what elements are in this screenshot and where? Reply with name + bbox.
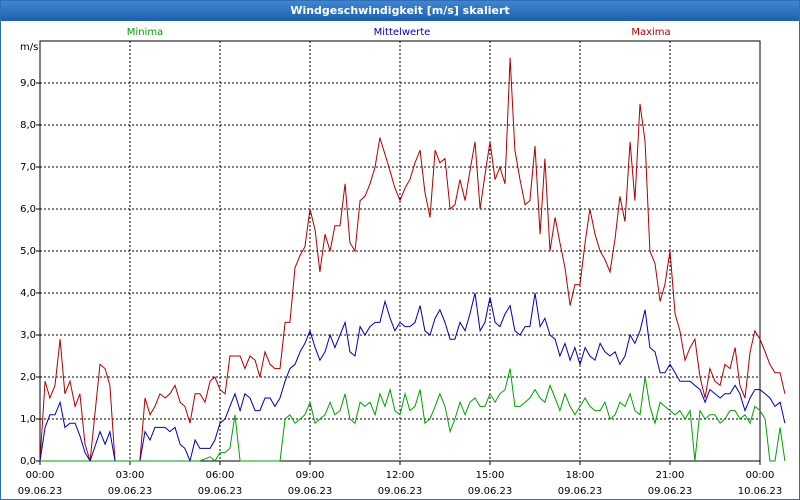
x-tick-date: 09.06.23 — [468, 486, 513, 497]
x-tick-date: 09.06.23 — [558, 486, 603, 497]
x-tick-time: 15:00 — [476, 470, 505, 481]
y-tick-label: 7,0 — [20, 162, 36, 173]
y-tick-label: 3,0 — [20, 330, 36, 341]
y-tick-label: 5,0 — [20, 246, 36, 257]
y-axis-label: m/s — [20, 42, 38, 53]
x-tick-time: 18:00 — [566, 470, 595, 481]
y-tick-label: 2,0 — [20, 372, 36, 383]
series-lines — [39, 57, 786, 463]
x-tick-time: 09:00 — [296, 470, 325, 481]
legend: Maxima Mittelwerte Minima — [127, 27, 671, 38]
x-axis-ticks: 00:00 09.06.23 03:00 09.06.23 06:00 09.06.23 0… — [18, 461, 783, 497]
legend-minima: Minima — [127, 27, 163, 38]
x-tick-date: 09.06.23 — [648, 486, 693, 497]
window-title: Windgeschwindigkeit [m/s] skaliert — [1, 1, 799, 21]
x-tick-date: 09.06.23 — [108, 486, 153, 497]
x-tick-time: 06:00 — [206, 470, 235, 481]
x-tick-date: 09.06.23 — [378, 486, 423, 497]
y-axis-ticks: 0,0 1,0 2,0 3,0 4,0 5,0 6,0 7,0 8,0 9,0 — [20, 78, 40, 467]
x-tick-time: 03:00 — [116, 470, 145, 481]
x-tick-time: 00:00 — [746, 470, 775, 481]
legend-maxima: Maxima — [631, 27, 670, 38]
series-line-mittelwerte — [39, 292, 786, 463]
x-tick-time: 12:00 — [386, 470, 415, 481]
x-tick-date: 09.06.23 — [18, 486, 63, 497]
grid-lines — [40, 41, 760, 461]
y-tick-label: 0,0 — [20, 456, 36, 467]
legend-mittelwerte: Mittelwerte — [374, 27, 431, 38]
series-line-minima — [40, 368, 786, 462]
series-line-maxima — [39, 57, 786, 462]
y-tick-label: 8,0 — [20, 120, 36, 131]
x-tick-date: 10.06.23 — [738, 486, 783, 497]
y-tick-label: 9,0 — [20, 78, 36, 89]
x-tick-time: 21:00 — [656, 470, 685, 481]
x-tick-time: 00:00 — [26, 470, 55, 481]
y-tick-label: 1,0 — [20, 414, 36, 425]
y-tick-label: 4,0 — [20, 288, 36, 299]
y-tick-label: 6,0 — [20, 204, 36, 215]
x-tick-date: 09.06.23 — [198, 486, 243, 497]
x-tick-date: 09.06.23 — [288, 486, 333, 497]
